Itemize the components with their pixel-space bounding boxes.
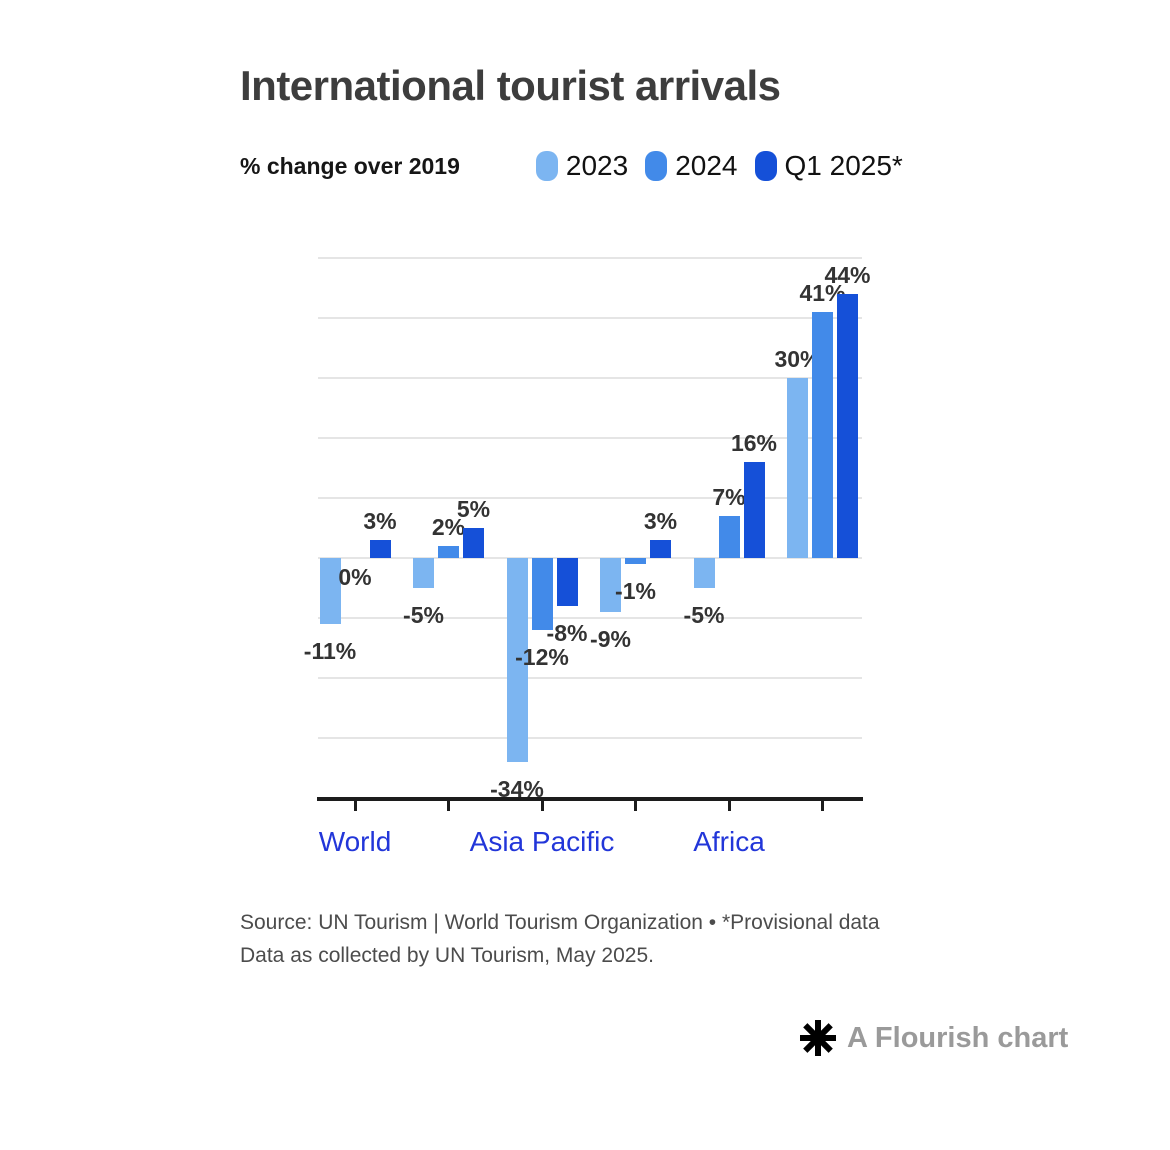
bar-value-label: -5% (683, 602, 725, 628)
x-axis-line (317, 797, 863, 801)
bar (413, 558, 434, 588)
bar (506, 558, 528, 762)
legend-item: Q1 2025* (754, 150, 903, 182)
x-axis-label: Africa (693, 826, 765, 857)
legend-item: 2024 (645, 150, 738, 182)
x-axis-tick (540, 801, 544, 811)
gridline (318, 257, 862, 259)
legend-swatch (754, 151, 777, 181)
gridline (318, 437, 862, 439)
bar (438, 546, 459, 558)
gridline (318, 317, 862, 319)
x-axis-tick (727, 801, 731, 811)
bar-value-label: -5% (403, 602, 444, 628)
bar (718, 516, 740, 558)
bar-value-label: -11% (303, 638, 357, 664)
bar (693, 558, 715, 588)
x-axis-tick (821, 801, 824, 811)
legend-item-label: Q1 2025* (784, 150, 903, 181)
bar-value-label: 3% (363, 508, 397, 534)
bar-value-label: 0% (338, 564, 372, 590)
bar (369, 540, 391, 558)
bar-value-label: 5% (456, 496, 491, 522)
bar (625, 558, 646, 564)
page-title: International tourist arrivals (240, 62, 781, 109)
bar (743, 462, 765, 558)
source-line-1: Source: UN Tourism | World Tourism Organ… (240, 911, 880, 934)
flourish-asterisk-icon (800, 1020, 836, 1056)
gridline (318, 617, 862, 619)
bar-value-label: 44% (824, 262, 871, 288)
bar (319, 558, 341, 624)
bar (787, 378, 808, 558)
gridline (318, 377, 862, 379)
plot-area: World Asia Pacific Africa -11% -5% -34% -9% -5%… (304, 257, 871, 857)
bar-value-label: 3% (643, 508, 678, 534)
gridline (318, 677, 862, 679)
gridline (318, 497, 862, 499)
bar (600, 558, 621, 612)
legend-item-label: 2023 (565, 150, 629, 181)
bar-value-label: -1% (615, 578, 656, 604)
flourish-credit-label: A Flourish chart (847, 1021, 1069, 1054)
source-line-2: Data as collected by UN Tourism, May 202… (240, 944, 654, 967)
x-axis-tick (353, 801, 357, 811)
legend-swatch (535, 151, 558, 181)
x-axis-label: Asia Pacific (469, 826, 615, 857)
source-note: Source: UN Tourism | World Tourism Organ… (240, 906, 880, 972)
legend: % change over 2019 2023 2024 Q1 2025* (240, 150, 903, 182)
bar-value-label: 2% (431, 514, 466, 540)
legend-title: % change over 2019 (240, 152, 460, 179)
bar-value-label: -34% (490, 776, 544, 802)
bar (837, 294, 858, 558)
bar-value-label: 16% (730, 430, 778, 456)
bar (650, 540, 671, 558)
bar (812, 312, 833, 558)
bar-value-label: -9% (590, 626, 631, 652)
legend-items: 2023 2024 Q1 2025* (535, 150, 903, 182)
x-axis-label: World (318, 826, 392, 857)
gridline (318, 557, 862, 559)
bar (556, 558, 578, 606)
bar-value-label: -12% (515, 644, 569, 670)
bar (531, 558, 553, 630)
x-axis-tick (447, 801, 450, 811)
bar-value-label: 7% (712, 484, 746, 510)
bar (463, 528, 484, 558)
bar-value-label: -8% (546, 620, 588, 646)
legend-swatch (645, 151, 668, 181)
legend-item: 2023 (535, 150, 629, 182)
x-axis-tick (634, 801, 637, 811)
legend-item-label: 2024 (675, 150, 738, 181)
gridline (318, 737, 862, 739)
flourish-credit[interactable]: A Flourish chart (798, 1018, 1068, 1058)
